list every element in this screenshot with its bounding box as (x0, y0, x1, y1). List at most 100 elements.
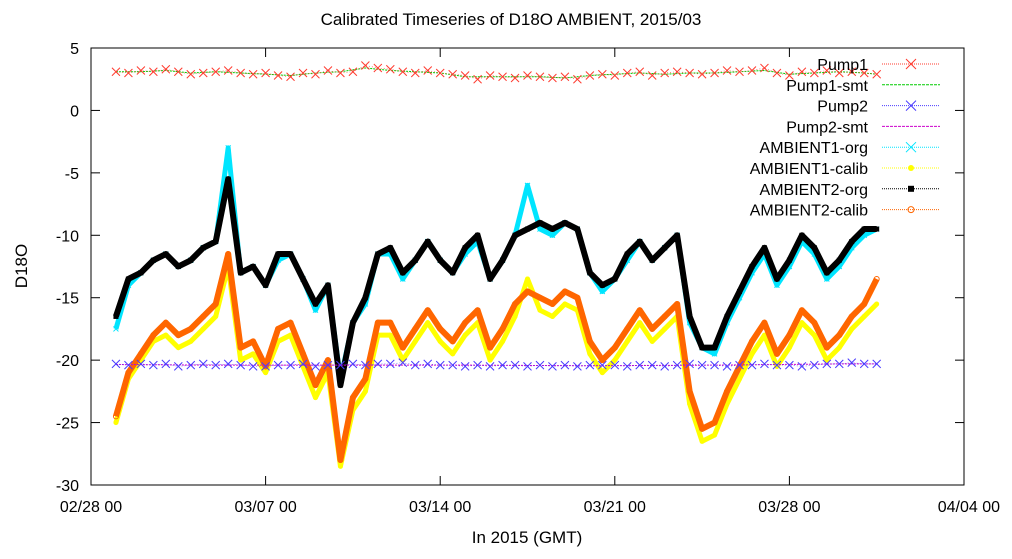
data-point (710, 360, 719, 370)
data-point (873, 275, 880, 282)
x-tick-label: 02/28 00 (60, 499, 122, 516)
data-point (772, 360, 782, 370)
data-point (361, 360, 370, 370)
data-point (350, 320, 356, 326)
data-point (761, 319, 768, 326)
data-point (449, 338, 456, 345)
data-point (823, 276, 830, 282)
data-point (724, 401, 730, 407)
data-point (475, 232, 481, 238)
data-point (822, 66, 832, 75)
data-point (524, 182, 531, 189)
data-point (250, 351, 256, 357)
data-point (824, 357, 830, 363)
legend-label: AMBIENT1-org (760, 140, 868, 157)
data-point (699, 425, 706, 432)
data-point (325, 282, 331, 288)
data-point (136, 359, 146, 369)
data-point (847, 67, 857, 77)
data-point (786, 345, 792, 351)
data-point (697, 360, 707, 370)
data-point (874, 226, 880, 232)
data-point (799, 232, 805, 238)
data-point (735, 360, 744, 370)
data-point (512, 300, 519, 307)
legend-item: AMBIENT1-org (760, 140, 940, 157)
data-point (535, 72, 545, 82)
data-point (460, 71, 470, 80)
series-ambient2-calib (112, 251, 880, 464)
data-point (312, 395, 318, 401)
data-point (275, 325, 282, 332)
data-point (248, 362, 258, 371)
data-point (336, 68, 345, 78)
data-point (761, 332, 767, 338)
data-point (587, 270, 593, 276)
series-pump2-smt (115, 363, 877, 367)
data-point (649, 325, 656, 332)
data-point (536, 294, 543, 301)
data-point (908, 185, 914, 192)
data-point (824, 270, 830, 276)
data-point (711, 419, 718, 426)
data-point (348, 359, 358, 369)
data-point (834, 359, 844, 369)
data-point (647, 71, 657, 80)
data-point (188, 257, 194, 263)
data-point (649, 257, 655, 263)
data-point (908, 165, 914, 171)
data-point (312, 307, 319, 314)
x-tick-label: 03/28 00 (758, 499, 820, 516)
legend-label: Pump2 (817, 99, 868, 116)
data-point (500, 338, 506, 344)
data-point (373, 63, 383, 73)
data-point (636, 307, 643, 314)
data-point (250, 264, 256, 269)
x-axis-label: In 2015 (GMT) (472, 528, 583, 547)
data-point (799, 320, 805, 326)
data-point (797, 67, 807, 77)
data-point (186, 360, 196, 370)
data-point (111, 359, 121, 369)
data-point (722, 66, 732, 75)
data-point (113, 313, 119, 319)
data-point (811, 319, 818, 326)
data-point (311, 362, 320, 371)
data-point (847, 358, 857, 367)
data-point (798, 307, 805, 314)
data-point (375, 251, 381, 257)
data-point (662, 245, 668, 251)
data-point (836, 257, 842, 263)
series-line (115, 65, 877, 80)
data-point (161, 359, 171, 369)
y-tick-label: -25 (56, 416, 79, 433)
data-point (834, 68, 844, 78)
x-tick-label: 03/14 00 (409, 499, 471, 516)
data-point (113, 326, 119, 332)
series-pump1 (111, 61, 882, 84)
legend-item: AMBIENT2-calib (750, 203, 940, 220)
legend-item: AMBIENT2-org (760, 182, 940, 199)
data-point (661, 313, 668, 320)
data-point (311, 69, 320, 79)
data-point (823, 344, 830, 351)
data-point (512, 232, 518, 238)
data-point (500, 257, 506, 263)
data-point (238, 357, 244, 363)
data-point (198, 359, 208, 369)
data-point (537, 220, 543, 226)
data-point (512, 313, 518, 319)
data-point (237, 344, 244, 351)
data-point (712, 345, 718, 351)
data-point (137, 350, 144, 357)
data-point (549, 232, 556, 239)
data-point (674, 300, 681, 307)
data-point (448, 69, 458, 79)
data-point (710, 68, 719, 78)
data-point (772, 68, 782, 78)
data-point (487, 344, 494, 351)
data-point (737, 288, 743, 294)
data-point (809, 68, 819, 78)
data-point (398, 67, 408, 77)
